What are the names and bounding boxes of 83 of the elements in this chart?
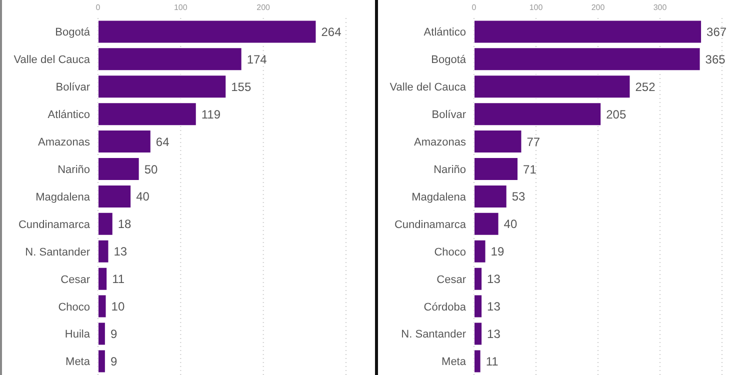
bar bbox=[98, 266, 108, 291]
y-tick-label: Bolívar bbox=[432, 109, 466, 122]
bar bbox=[98, 20, 317, 44]
bar bbox=[474, 102, 602, 126]
data-label: 10 bbox=[111, 300, 125, 314]
y-tick-label: Magdalena bbox=[412, 191, 467, 204]
data-label: 264 bbox=[321, 24, 342, 39]
data-label: 13 bbox=[114, 244, 128, 259]
y-tick-label: Cundinamarca bbox=[394, 218, 467, 231]
data-label: 40 bbox=[136, 190, 150, 204]
data-label: 205 bbox=[606, 107, 626, 122]
y-tick-label: Magdalena bbox=[36, 191, 91, 204]
y-tick-label: Cesar bbox=[60, 274, 90, 286]
y-tick-label: Meta bbox=[66, 356, 91, 368]
bar bbox=[98, 294, 107, 318]
bar bbox=[474, 157, 519, 182]
x-tick-label: 200 bbox=[256, 3, 271, 12]
x-tick-label: 100 bbox=[529, 3, 544, 12]
y-tick-label: Meta bbox=[442, 356, 467, 368]
x-tick-label: 0 bbox=[472, 3, 477, 12]
bar bbox=[98, 74, 227, 99]
x-tick-label: 0 bbox=[96, 3, 101, 12]
y-tick-label: Cesar bbox=[436, 274, 466, 286]
data-label: 11 bbox=[486, 354, 499, 368]
data-label: 19 bbox=[490, 244, 504, 259]
data-label: 119 bbox=[201, 107, 221, 122]
y-tick-label: Valle del Cauca bbox=[390, 82, 467, 94]
data-label: 365 bbox=[705, 52, 726, 66]
bar bbox=[98, 157, 140, 182]
y-tick-label: Cundinamarca bbox=[18, 218, 91, 231]
bar bbox=[98, 130, 152, 154]
bar bbox=[474, 130, 522, 154]
data-label: 9 bbox=[110, 354, 118, 368]
data-label: 252 bbox=[635, 80, 656, 94]
bar bbox=[474, 74, 631, 99]
data-label: 13 bbox=[487, 300, 501, 314]
data-label: 367 bbox=[706, 24, 727, 39]
bar bbox=[474, 239, 486, 264]
y-tick-label: Amazonas bbox=[414, 136, 466, 148]
y-tick-label: Valle del Cauca bbox=[14, 54, 91, 66]
bar bbox=[474, 294, 483, 318]
y-tick-label: Nariño bbox=[58, 164, 90, 176]
bar bbox=[474, 212, 500, 236]
x-tick-label: 200 bbox=[591, 3, 606, 12]
data-label: 11 bbox=[112, 272, 125, 286]
y-tick-label: Choco bbox=[58, 301, 90, 314]
bar bbox=[98, 47, 242, 72]
bar bbox=[474, 266, 483, 291]
y-tick-label: N. Santander bbox=[25, 246, 90, 258]
y-tick-label: Bogotá bbox=[431, 54, 467, 66]
data-label: 71 bbox=[523, 162, 537, 176]
bar bbox=[98, 322, 106, 346]
data-label: 18 bbox=[118, 217, 132, 232]
data-label: 40 bbox=[504, 217, 518, 232]
data-label: 50 bbox=[144, 162, 158, 176]
data-label: 174 bbox=[246, 52, 268, 66]
bar bbox=[474, 47, 701, 72]
y-tick-label: Nariño bbox=[434, 164, 466, 176]
data-label: 77 bbox=[526, 134, 540, 149]
bar bbox=[98, 184, 132, 208]
data-label: 155 bbox=[231, 80, 252, 94]
y-tick-label: Huila bbox=[64, 328, 91, 341]
bar bbox=[98, 239, 110, 264]
x-tick-label: 100 bbox=[174, 3, 188, 12]
bar bbox=[474, 322, 483, 346]
data-label: 13 bbox=[487, 327, 501, 342]
y-tick-label: Córdoba bbox=[424, 301, 467, 314]
bar bbox=[474, 184, 508, 208]
y-tick-label: Atlántico bbox=[48, 109, 90, 122]
y-tick-label: Bolívar bbox=[56, 82, 90, 94]
y-tick-label: N. Santander bbox=[401, 328, 466, 341]
y-tick-label: Bogotá bbox=[55, 26, 91, 39]
y-tick-label: Atlántico bbox=[424, 26, 466, 39]
bar bbox=[474, 20, 702, 44]
bar bbox=[98, 212, 114, 236]
data-label: 64 bbox=[156, 134, 170, 149]
x-tick-label: 300 bbox=[653, 3, 668, 12]
y-tick-label: Choco bbox=[434, 246, 466, 258]
data-label: 13 bbox=[487, 272, 501, 286]
y-tick-label: Amazonas bbox=[38, 136, 90, 148]
bar bbox=[98, 102, 197, 126]
data-label: 9 bbox=[110, 327, 118, 342]
data-label: 53 bbox=[512, 190, 526, 204]
